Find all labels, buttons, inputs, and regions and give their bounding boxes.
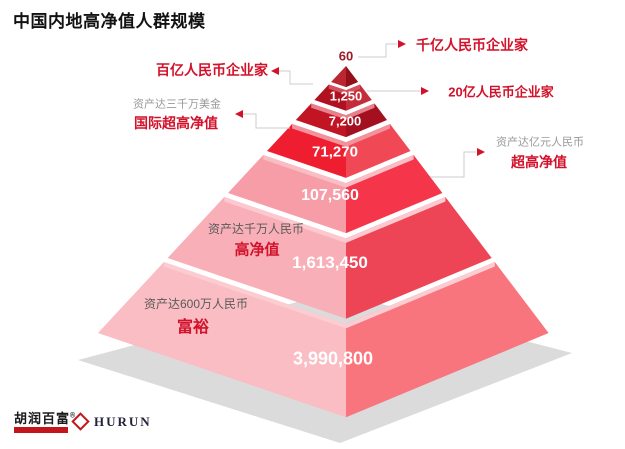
callout-connectors [243, 43, 476, 178]
hurun-logo-red-bar: Hurun Report [14, 427, 68, 433]
value-level1: 60 [338, 48, 354, 64]
face-label-affluent: 富裕 [176, 318, 210, 336]
pyramid-level-6 [167, 197, 492, 319]
value-level2: 1,250 [329, 88, 363, 104]
connector-uhnw [430, 151, 476, 178]
hurun-logo-chinese: 胡润百富® [14, 411, 76, 427]
callout-threshold-uhnw: 资产达亿元人民币 [496, 136, 584, 149]
hurun-logo-english: HURUN [94, 414, 152, 429]
registered-mark-icon: ® [70, 412, 76, 420]
callout-label-uhnw: 超高净值 [511, 153, 567, 170]
level4-top-rim [292, 124, 390, 147]
arrow-intl-uhnw [235, 110, 243, 118]
callout-label-100b-entrepreneurs: 千亿人民币企业家 [416, 36, 528, 53]
pyramid-level-4 [267, 124, 411, 178]
callout-label-intl-uhnw: 国际超高净值 [134, 114, 218, 131]
level7-left-face [98, 262, 346, 418]
pyramid-level-7 [98, 262, 549, 418]
connector-intl-uhnw [243, 113, 290, 129]
hurun-logo-chinese-text: 胡润百富 [14, 411, 71, 426]
level1-right-face [346, 66, 359, 88]
arrow-2b-entrepreneurs [421, 87, 429, 95]
value-level7: 3,990,800 [292, 348, 374, 369]
level5-top-rim [263, 155, 414, 188]
connector-10b-entrepreneurs [279, 70, 313, 85]
callout-label-2b-entrepreneurs: 20亿人民币企业家 [448, 84, 554, 100]
face-label-hnw: 高净值 [234, 241, 280, 259]
level1-left-face [331, 66, 346, 88]
callout-label-10b-entrepreneurs: 百亿人民币企业家 [156, 61, 268, 78]
callout-threshold-intl-uhnw: 资产达三千万美金 [133, 98, 221, 111]
arrow-uhnw [477, 148, 485, 156]
level7-right-face [346, 262, 549, 418]
pyramid-level-2 [314, 84, 372, 111]
callout-arrows [235, 40, 485, 156]
pyramid-level-1 [331, 66, 359, 88]
chart-title: 中国内地高净值人群规模 [13, 12, 206, 31]
value-level5: 107,560 [301, 186, 359, 204]
value-level6: 1,613,450 [292, 253, 368, 273]
pyramid-level-5 [228, 155, 443, 234]
face-threshold-affluent: 资产达600万人民币 [143, 297, 249, 312]
hurun-diamond-icon-inner-white [74, 415, 87, 428]
level3-top-rim [311, 103, 375, 120]
arrow-top-billionaires [398, 40, 406, 48]
connector-top-billionaires [358, 43, 397, 58]
pyramid-level-3 [295, 103, 387, 138]
face-threshold-hnw: 资产达千万人民币 [207, 222, 305, 237]
value-level4: 71,270 [312, 143, 358, 161]
arrow-10b-entrepreneurs [271, 67, 279, 75]
value-level3: 7,200 [328, 113, 362, 129]
level2-top-rim [328, 84, 360, 95]
